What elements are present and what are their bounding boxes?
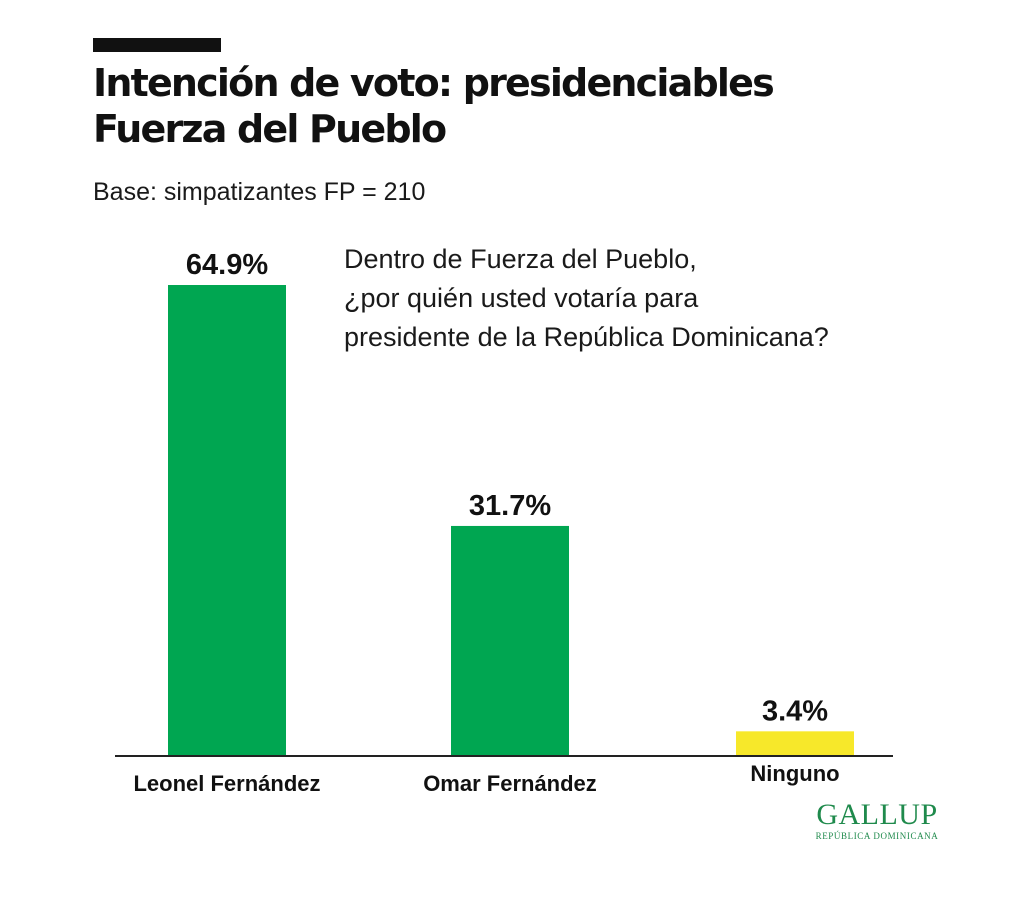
- survey-question-line1: Dentro de Fuerza del Pueblo,: [344, 244, 697, 274]
- category-label-ninguno: Ninguno: [750, 761, 839, 786]
- survey-question-line2: ¿por quién usted votaría para: [344, 283, 699, 313]
- chart-subtitle: Base: simpatizantes FP = 210: [93, 178, 426, 206]
- chart-title: Intención de voto: presidenciables Fuerz…: [93, 60, 993, 152]
- chart-title-line1: Intención de voto: presidenciables: [93, 61, 775, 105]
- value-label-omar-fernandez: 31.7%: [469, 490, 551, 522]
- gallup-logo: GALLUP REPÚBLICA DOMINICANA: [812, 798, 942, 842]
- chart-title-line2: Fuerza del Pueblo: [93, 107, 447, 151]
- bar-ninguno: [736, 731, 854, 756]
- category-label-omar-fernandez: Omar Fernández: [423, 771, 597, 796]
- header-rule: [93, 38, 221, 52]
- gallup-logo-name: GALLUP: [816, 798, 938, 831]
- value-label-ninguno: 3.4%: [762, 695, 828, 727]
- category-label-leonel-fernandez: Leonel Fernández: [133, 771, 320, 796]
- bar-leonel-fernandez: [168, 285, 286, 756]
- survey-question: Dentro de Fuerza del Pueblo, ¿por quién …: [344, 240, 944, 357]
- value-label-leonel-fernandez: 64.9%: [186, 249, 268, 281]
- survey-question-line3: presidente de la República Dominicana?: [344, 322, 829, 352]
- bar-omar-fernandez: [451, 525, 569, 756]
- gallup-logo-subtitle: REPÚBLICA DOMINICANA: [815, 831, 939, 841]
